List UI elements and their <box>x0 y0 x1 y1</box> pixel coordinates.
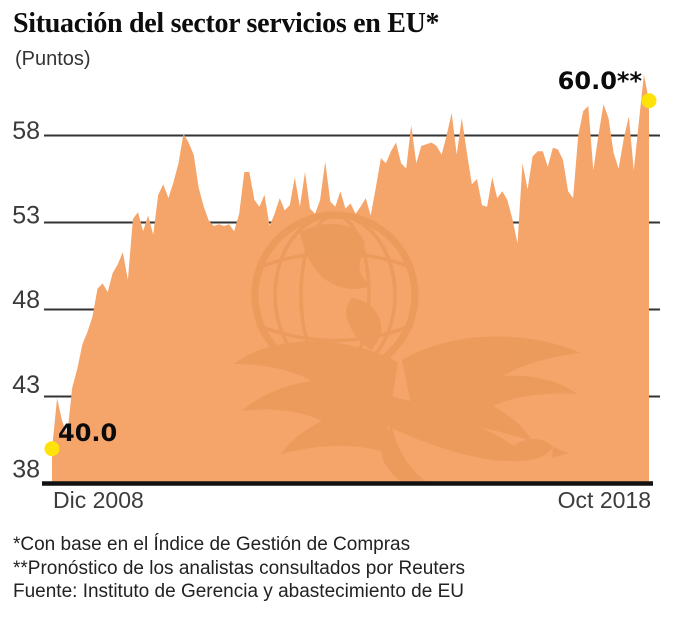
y-axis-labels: 58 53 48 43 38 <box>12 117 40 483</box>
footnotes: *Con base en el Índice de Gestión de Com… <box>13 533 465 604</box>
area-series-fill <box>52 74 649 484</box>
x-axis-label-start: Dic 2008 <box>53 487 144 513</box>
footnote-forecast: **Pronóstico de los analistas consultado… <box>13 557 466 579</box>
y-tick-label-58: 58 <box>12 117 40 145</box>
end-value-label: 60.0** <box>557 67 642 95</box>
y-tick-label-48: 48 <box>12 286 40 314</box>
y-tick-label-38: 38 <box>12 455 40 483</box>
y-tick-label-53: 53 <box>12 202 40 230</box>
units-subtitle: (Puntos) <box>15 48 91 70</box>
eagle-globe-watermark-icon <box>234 211 580 484</box>
y-tick-label-43: 43 <box>12 371 40 399</box>
x-axis-label-end: Oct 2018 <box>557 487 651 513</box>
end-point-dot <box>641 93 657 109</box>
endpoint-markers <box>44 93 657 457</box>
start-point-dot <box>44 441 60 457</box>
area-series <box>52 74 649 484</box>
footnote-source: Fuente: Instituto de Gerencia y abasteci… <box>13 581 464 602</box>
footnote-method: *Con base en el Índice de Gestión de Com… <box>13 534 411 555</box>
start-value-label: 40.0 <box>58 419 118 447</box>
page-title: Situación del sector servicios en EU* <box>13 8 440 39</box>
